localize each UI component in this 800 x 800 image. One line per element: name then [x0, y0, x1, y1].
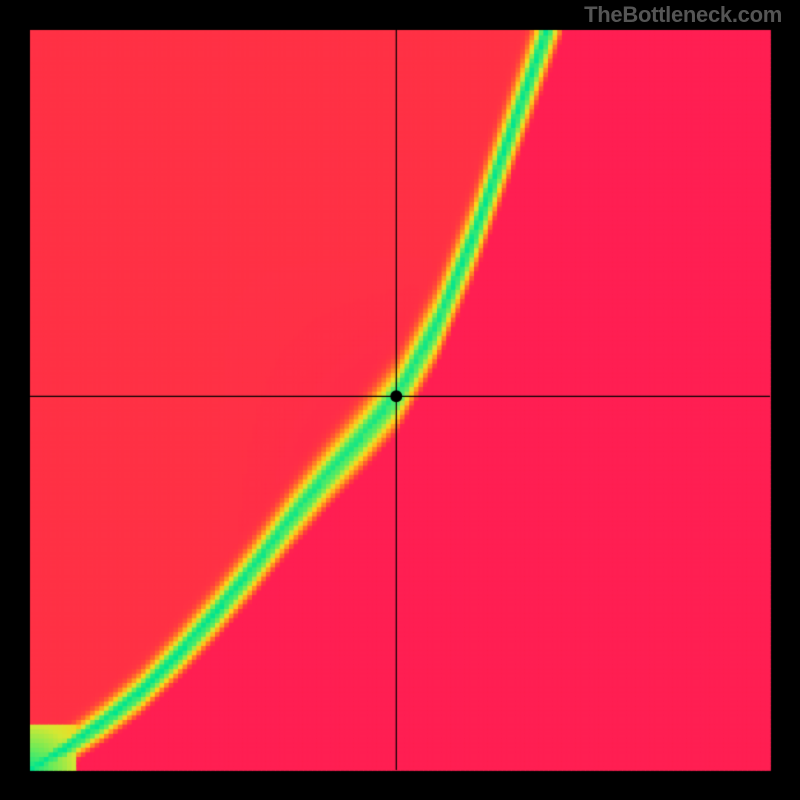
chart-container: TheBottleneck.com	[0, 0, 800, 800]
bottleneck-heatmap	[0, 0, 800, 800]
watermark-text: TheBottleneck.com	[584, 2, 782, 28]
